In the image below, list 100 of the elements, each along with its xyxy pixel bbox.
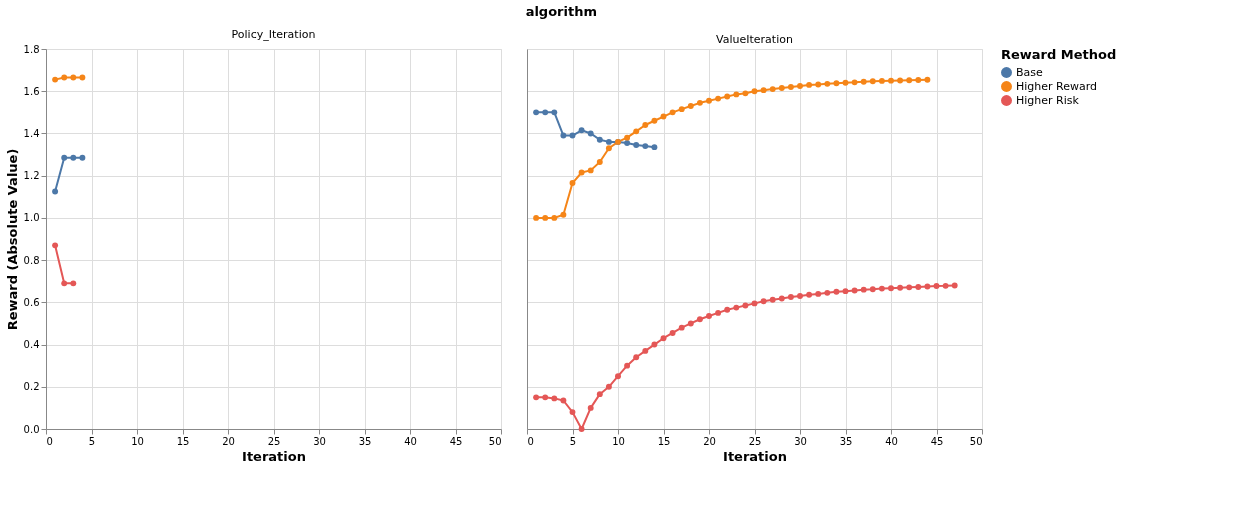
point [696, 99, 703, 106]
point [61, 74, 68, 81]
x-tick-label: 20 [222, 435, 235, 447]
x-tick-label: 25 [267, 435, 281, 447]
point [578, 426, 585, 432]
point [633, 354, 640, 361]
point [687, 103, 694, 109]
point [669, 109, 676, 116]
point [851, 287, 858, 294]
legend-title: Reward Method [1001, 47, 1117, 62]
x-tick-label: 25 [748, 435, 762, 447]
point [715, 95, 722, 102]
point [842, 79, 849, 86]
point [651, 341, 658, 348]
x-tick-label: 35 [358, 435, 372, 447]
point [824, 289, 831, 296]
point [678, 324, 685, 331]
point [751, 88, 758, 95]
x-tick-label: 10 [131, 435, 144, 447]
point [642, 122, 649, 128]
point [596, 136, 603, 143]
point [79, 154, 86, 161]
point [651, 117, 658, 124]
point [924, 76, 931, 83]
point [669, 329, 676, 336]
point [906, 284, 913, 291]
point [706, 97, 712, 104]
point [70, 74, 77, 81]
point [869, 78, 876, 85]
point [587, 167, 594, 174]
point [551, 214, 558, 221]
x-tick-label: 0 [527, 435, 534, 447]
point [706, 313, 712, 320]
point [733, 91, 740, 98]
point [742, 90, 749, 97]
point [624, 139, 631, 146]
point [924, 283, 931, 290]
point [560, 397, 567, 404]
y-axis-title: Reward (Absolute Value) [4, 148, 20, 331]
point [61, 280, 68, 287]
y-tick-label: 0.6 [23, 296, 40, 308]
point [778, 295, 785, 302]
x-tick-label: 5 [88, 435, 96, 447]
y-tick-label: 1.2 [23, 170, 40, 182]
point [551, 109, 558, 116]
point [824, 80, 831, 87]
point [533, 394, 540, 401]
y-tick-label: 0.2 [23, 381, 40, 393]
point [587, 130, 594, 137]
x-tick-label: 40 [404, 435, 417, 447]
point [869, 286, 876, 293]
point [769, 296, 776, 303]
point [605, 138, 612, 145]
point [569, 409, 576, 416]
point [61, 154, 68, 161]
chart-title: Policy_Iteration [231, 28, 316, 41]
point [52, 188, 59, 195]
point [860, 78, 867, 85]
point [915, 77, 922, 83]
point [769, 86, 776, 93]
y-tick-label: 0.8 [23, 254, 40, 266]
point [742, 302, 749, 309]
point [569, 132, 576, 139]
point [833, 80, 840, 87]
point [733, 304, 740, 311]
point [642, 143, 649, 150]
x-tick-label: 50 [969, 435, 983, 447]
x-axis-title: Iteration [723, 448, 787, 464]
point [724, 93, 731, 100]
x-axis-title: Iteration [242, 448, 306, 464]
point [70, 154, 77, 161]
point [806, 291, 813, 298]
point [797, 293, 803, 299]
y-tick-label: 1.4 [23, 127, 40, 139]
point [615, 373, 621, 380]
point [52, 76, 59, 83]
point [542, 394, 549, 401]
point [860, 286, 867, 293]
point [624, 362, 631, 369]
x-tick-label: 15 [176, 435, 190, 447]
point [906, 77, 913, 84]
point [660, 113, 667, 120]
point [751, 300, 758, 307]
point [52, 242, 59, 249]
text: algorithm [525, 3, 597, 19]
point [551, 395, 558, 402]
point [897, 284, 904, 291]
point [842, 288, 849, 295]
point [942, 282, 949, 289]
point [797, 82, 803, 89]
point [624, 134, 631, 141]
legend-label: Base [1016, 65, 1044, 79]
point [587, 404, 594, 411]
point [578, 169, 585, 176]
y-tick-label: 1.6 [23, 85, 40, 97]
point [542, 109, 549, 116]
y-tick-label: 0.0 [23, 423, 40, 435]
y-tick-label: 1.8 [23, 43, 40, 55]
point [915, 283, 922, 290]
point [888, 77, 894, 84]
